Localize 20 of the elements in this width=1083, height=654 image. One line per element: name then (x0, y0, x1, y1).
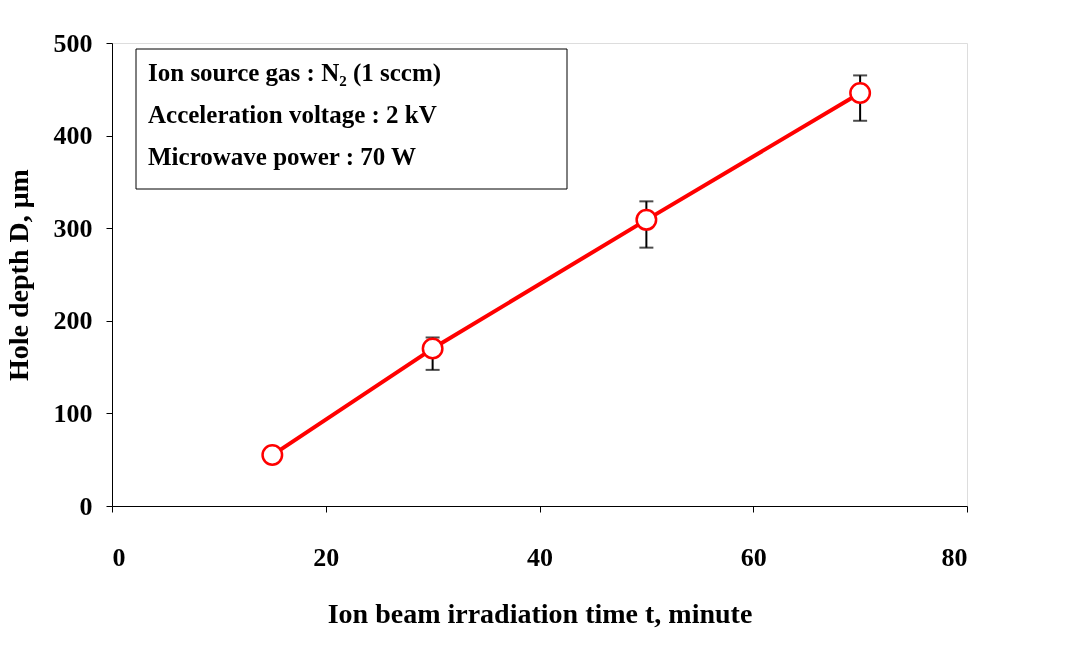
annotation: Acceleration voltage : 2 kV (148, 101, 437, 128)
annotation: Ion source gas : N₂ (1 sccm) (148, 59, 442, 87)
point (261, 444, 284, 467)
y-tick-label: 0 (79, 491, 93, 521)
y-tick-label: 100 (53, 398, 93, 428)
point (421, 337, 444, 360)
y-tick-label: 400 (53, 121, 93, 151)
y-tick-label: 300 (53, 213, 93, 243)
y-tick-label: 200 (53, 306, 93, 336)
x-tick-label: 80 (941, 542, 968, 572)
x-tick-label: 60 (740, 542, 767, 572)
x-tick-label: 20 (313, 542, 340, 572)
point (635, 208, 658, 231)
point (849, 82, 872, 104)
annotation: Microwave power : 70 W (148, 143, 417, 170)
x-tick-label: 40 (527, 542, 553, 572)
x-tick-label: 0 (112, 542, 126, 572)
x-axis-title: Ion beam irradiation time t, minute (327, 597, 753, 629)
y-axis-title: Hole depth D, μm (2, 169, 34, 381)
y-tick-label: 500 (53, 28, 93, 58)
